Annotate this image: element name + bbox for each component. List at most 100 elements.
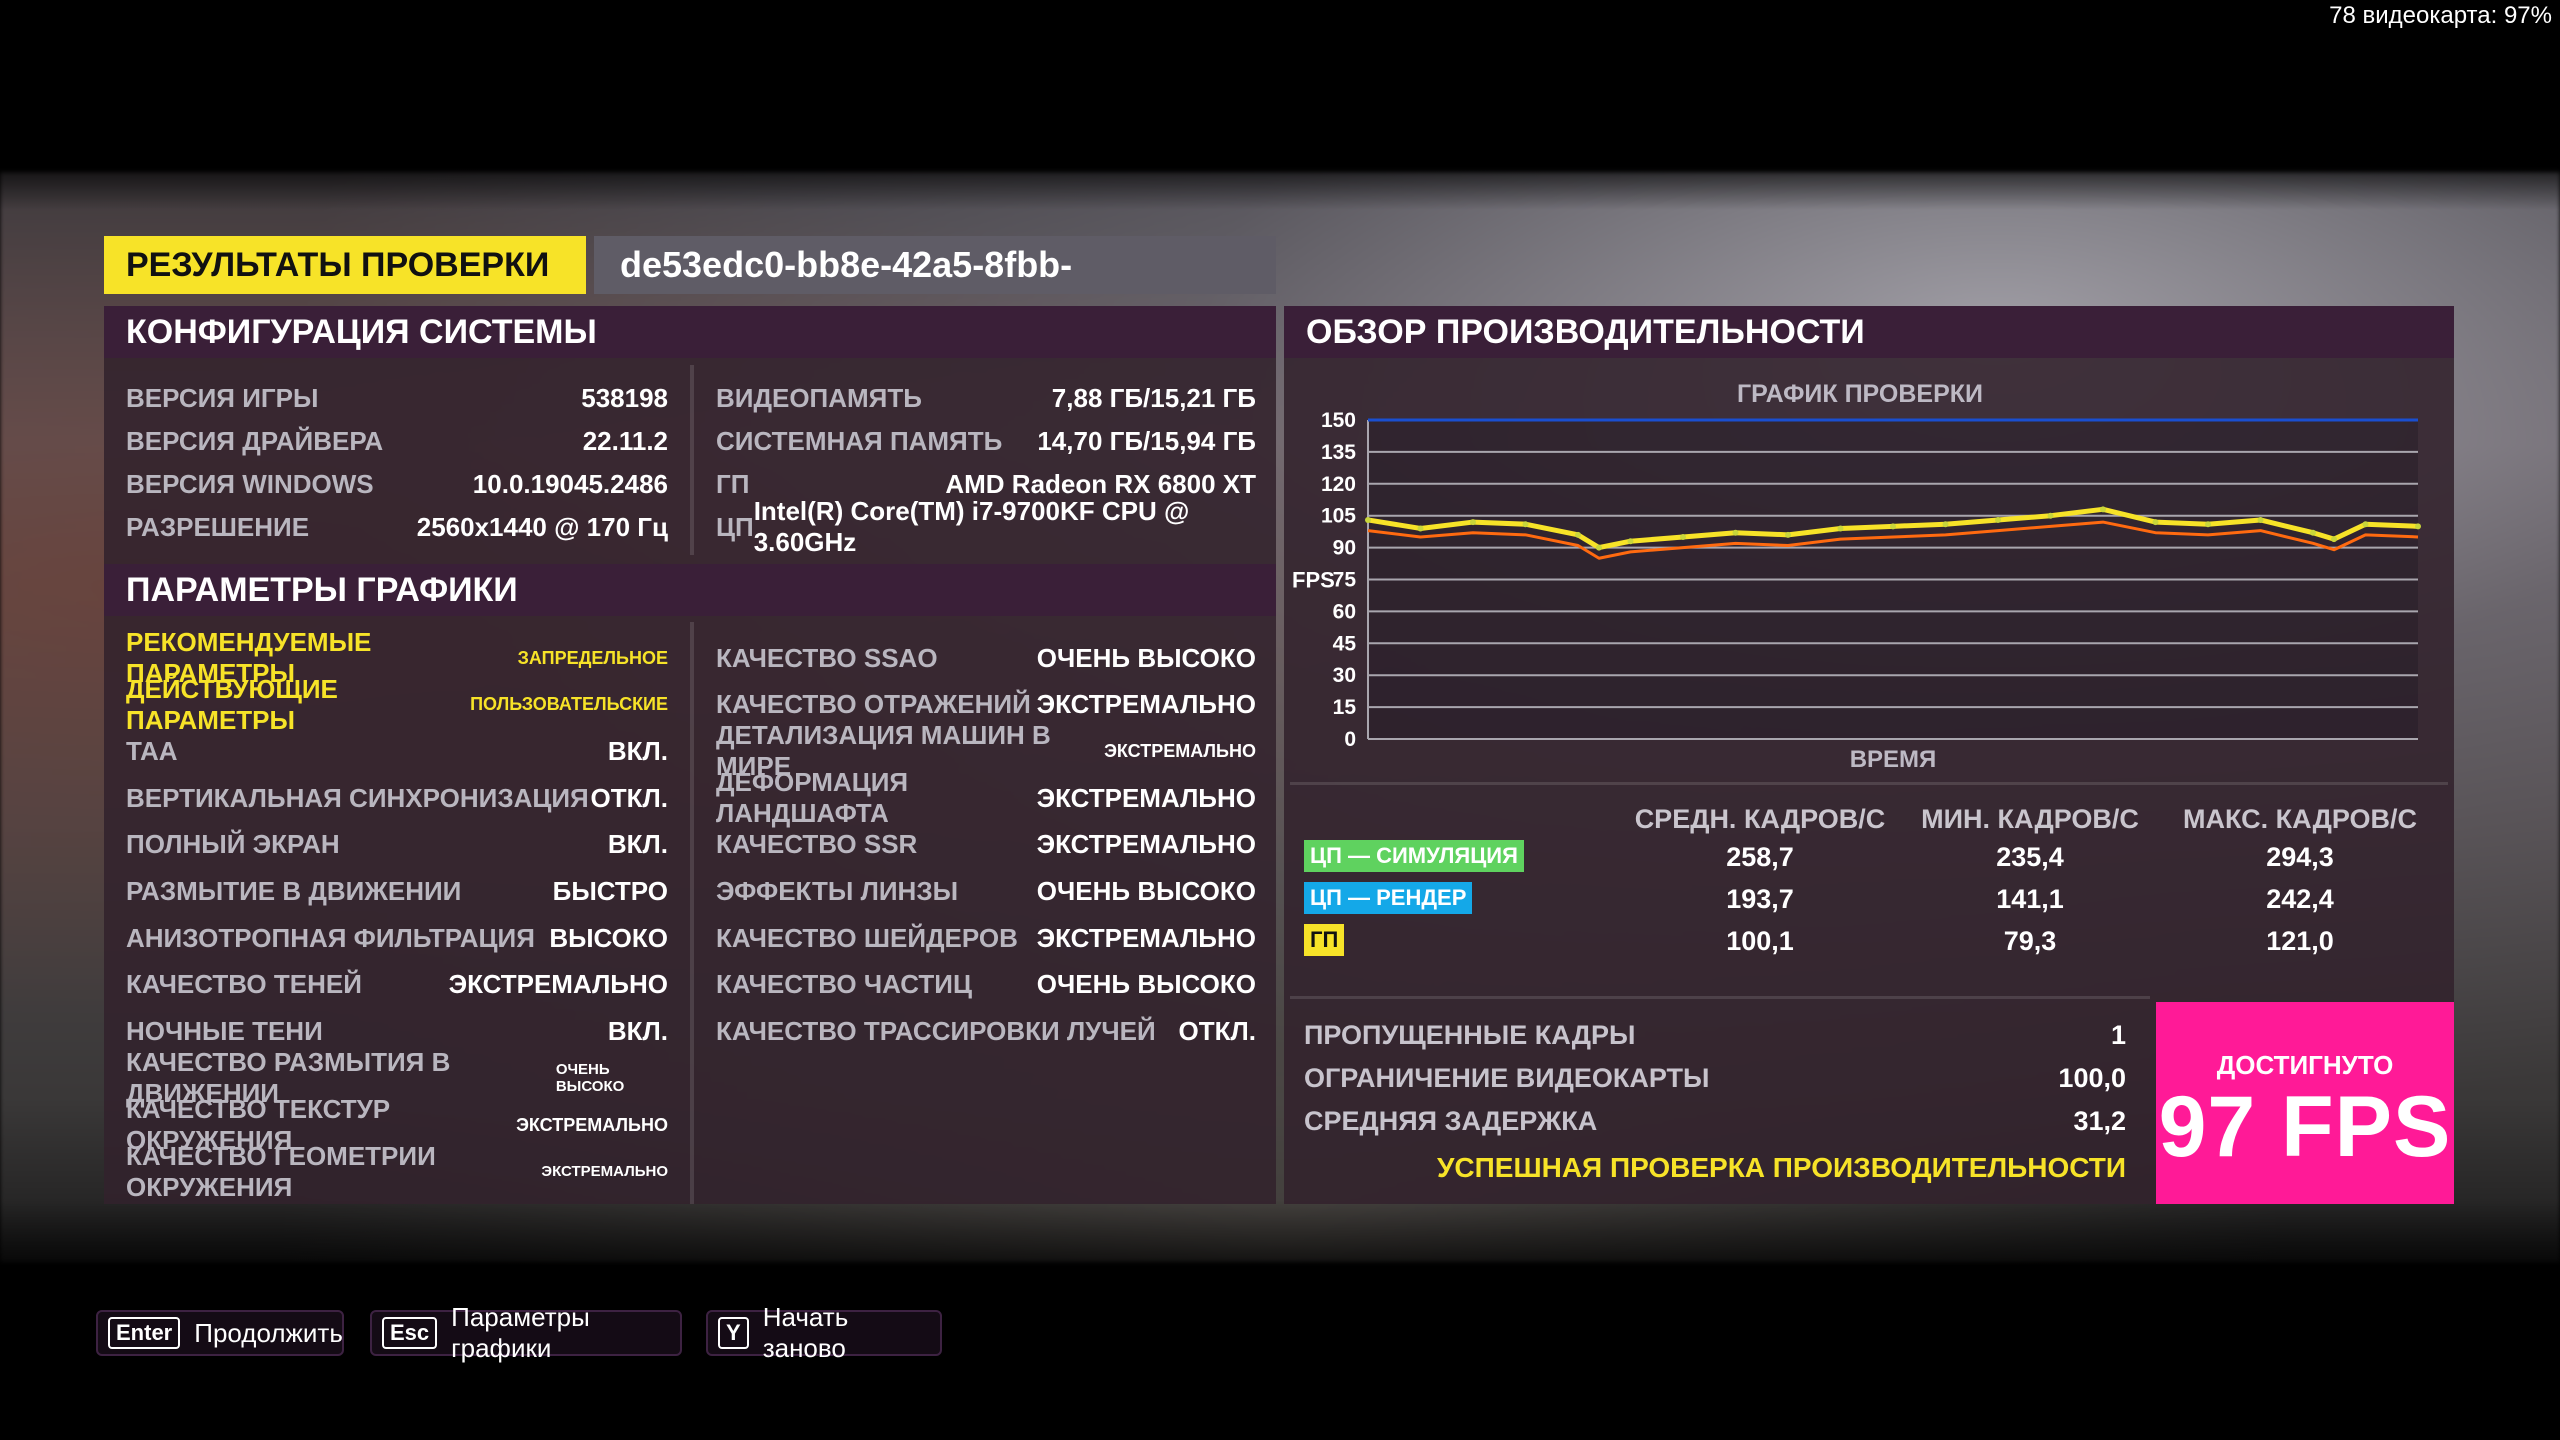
graphics-setting-label: КАЧЕСТВО ТЕНЕЙ xyxy=(126,969,362,1000)
graphics-setting-label: КАЧЕСТВО РАЗМЫТИЯ В ДВИЖЕНИИ xyxy=(126,1047,451,1109)
y-tick-label: 90 xyxy=(1333,537,1356,560)
graphics-setting-row: ЭФФЕКТЫ ЛИНЗЫ ОЧЕНЬ ВЫСОКО xyxy=(716,874,1256,910)
graphics-setting-row: НОЧНЫЕ ТЕНИ ВКЛ. xyxy=(126,1014,668,1050)
max-fps-value: 242,4 xyxy=(2266,884,2334,914)
system-info-value: 538198 xyxy=(581,382,668,413)
left-panel xyxy=(104,306,1276,1204)
graphics-setting-label: КАЧЕСТВО ЧАСТИЦ xyxy=(716,969,972,1000)
series-legend-tag: ЦП — СИМУЛЯЦИЯ xyxy=(1304,840,1524,872)
system-info-label: РАЗРЕШЕНИЕ xyxy=(126,511,310,542)
graphics-setting-value: ОЧЕНЬ ВЫСОКО xyxy=(1036,642,1256,673)
summary-label: ОГРАНИЧЕНИЕ ВИДЕОКАРТЫ xyxy=(1304,1063,1710,1093)
graphics-setting-value: ЭКСТРЕМАЛЬНО xyxy=(448,969,668,1000)
x-axis-label: ВРЕМЯ xyxy=(1850,746,1937,773)
system-info-value: Intel(R) Core(TM) i7-9700KF CPU @ 3.60GH… xyxy=(753,496,1190,557)
system-info-row: ВИДЕОПАМЯТЬ 7,88 ГБ/15,21 ГБ xyxy=(716,380,1256,416)
y-tick-label: 30 xyxy=(1333,664,1356,687)
benchmark-chart: 0 15 30 45 60 75 90 105 120 135 150 FPS ВРЕМЯ xyxy=(1292,409,2421,773)
graphics-setting-value: ВКЛ. xyxy=(607,735,668,766)
data-point xyxy=(1365,516,1371,523)
system-info-row: ВЕРСИЯ ИГРЫ 538198 xyxy=(126,380,668,416)
run-id: de53edc0-bb8e-42a5-8fbb-18349c5df796 xyxy=(594,236,1276,343)
system-info-value: 10.0.19045.2486 xyxy=(472,468,668,499)
y-tick-label: 135 xyxy=(1321,441,1356,464)
graphics-setting-row: ПОЛНЫЙ ЭКРАН ВКЛ. xyxy=(126,827,668,863)
graphics-setting-value: ЭКСТРЕМАЛЬНО xyxy=(1036,922,1256,953)
achieved-fps-badge: ДОСТИГНУТО 97 FPS xyxy=(2156,1002,2454,1204)
min-fps-header: МИН. КАДРОВ/С xyxy=(1921,804,2139,834)
system-info-label: ВЕРСИЯ ИГРЫ xyxy=(126,382,319,413)
continue-label: Продолжить xyxy=(194,1317,343,1348)
graphics-setting-label: ПОЛНЫЙ ЭКРАН xyxy=(126,829,340,860)
graphics-setting-row: КАЧЕСТВО ТЕКСТУР ОКРУЖЕНИЯ ЭКСТРЕМАЛЬНО xyxy=(126,1094,668,1155)
summary-row: ПРОПУЩЕННЫЕ КАДРЫ 1 xyxy=(1304,1020,2126,1051)
graphics-setting-label: АНИЗОТРОПНАЯ ФИЛЬТРАЦИЯ xyxy=(126,922,535,953)
graphics-setting-row: КАЧЕСТВО ОТРАЖЕНИЙ ЭКСТРЕМАЛЬНО xyxy=(716,687,1256,723)
esc-key-icon: Esc xyxy=(382,1317,438,1349)
data-point xyxy=(2152,519,2159,526)
graphics-setting-label: ДЕТАЛИЗАЦИЯ МАШИН В МИРЕ xyxy=(716,720,1051,782)
graphics-setting-value: ЭКСТРЕМАЛЬНО xyxy=(1036,782,1256,813)
y-tick-label: 105 xyxy=(1321,505,1356,528)
graphics-setting-label: КАЧЕСТВО ОТРАЖЕНИЙ xyxy=(716,689,1031,720)
system-info-label: ВИДЕОПАМЯТЬ xyxy=(716,382,922,413)
graphics-setting-value: БЫСТРО xyxy=(552,876,668,906)
system-info-label: ГП xyxy=(716,468,750,499)
data-point xyxy=(1575,531,1581,538)
data-point xyxy=(1890,523,1896,530)
graphics-setting-label: ДЕЙСТВУЮЩИЕ ПАРАМЕТРЫ xyxy=(126,673,338,735)
results-title: РЕЗУЛЬТАТЫ ПРОВЕРКИ xyxy=(104,236,586,294)
system-info-label: ВЕРСИЯ WINDOWS xyxy=(126,468,374,499)
graphics-setting-value: ВКЛ. xyxy=(607,1016,668,1047)
graphics-setting-value: ЭКСТРЕМАЛЬНО xyxy=(1104,740,1256,761)
graphics-setting-row: ДЕТАЛИЗАЦИЯ МАШИН В МИРЕ ЭКСТРЕМАЛЬНО xyxy=(716,720,1256,781)
graphics-settings-button[interactable]: Esc Параметры графики xyxy=(370,1302,682,1363)
data-point xyxy=(2047,512,2054,519)
y-tick-label: 60 xyxy=(1333,600,1356,623)
graphics-setting-value: ОЧЕНЬ ВЫСОКО xyxy=(555,1061,625,1096)
enter-key-icon: Enter xyxy=(108,1317,181,1349)
data-point xyxy=(2205,521,2211,528)
graphics-setting-row: ВЕРТИКАЛЬНАЯ СИНХРОНИЗАЦИЯ ОТКЛ. xyxy=(126,780,668,816)
y-tick-label: 75 xyxy=(1333,569,1357,592)
graphics-setting-label: КАЧЕСТВО ШЕЙДЕРОВ xyxy=(716,922,1018,953)
system-info-value: 7,88 ГБ/15,21 ГБ xyxy=(1051,382,1256,413)
data-point xyxy=(2415,523,2421,530)
performance-overview-title: ОБЗОР ПРОИЗВОДИТЕЛЬНОСТИ xyxy=(1284,306,2454,358)
graphics-setting-value: ОТКЛ. xyxy=(1178,1016,1256,1047)
graphics-setting-value: ЭКСТРЕМАЛЬНО xyxy=(1036,689,1256,720)
data-point xyxy=(2310,529,2316,536)
max-fps-header: МАКС. КАДРОВ/С xyxy=(2183,804,2417,834)
system-info-row: ГП AMD Radeon RX 6800 XT xyxy=(716,466,1256,502)
restart-button[interactable]: Y Начать заново xyxy=(706,1302,942,1363)
summary-value: 31,2 xyxy=(2073,1106,2126,1136)
graphics-setting-label: РАЗМЫТИЕ В ДВИЖЕНИИ xyxy=(126,876,462,906)
data-point xyxy=(1627,538,1634,545)
y-tick-label: 120 xyxy=(1321,473,1356,496)
avg-fps-value: 258,7 xyxy=(1726,842,1794,872)
graphics-setting-label: ЭФФЕКТЫ ЛИНЗЫ xyxy=(716,876,959,906)
data-point xyxy=(1732,529,1739,536)
data-point xyxy=(1680,533,1686,540)
graphics-setting-label: ДЕФОРМАЦИЯ ЛАНДШАФТА xyxy=(716,767,909,829)
graphics-setting-row: КАЧЕСТВО SSAO ОЧЕНЬ ВЫСОКО xyxy=(716,640,1256,676)
system-info-value: 2560x1440 @ 170 Гц xyxy=(416,511,668,542)
series-line xyxy=(1367,520,2419,560)
graphics-setting-label: КАЧЕСТВО ТРАССИРОВКИ ЛУЧЕЙ xyxy=(716,1016,1156,1047)
graphics-setting-value: ОЧЕНЬ ВЫСОКО xyxy=(1036,876,1256,906)
graphics-setting-label: КАЧЕСТВО SSR xyxy=(716,829,918,860)
system-config-title: КОНФИГУРАЦИЯ СИСТЕМЫ xyxy=(104,306,1276,358)
graphics-setting-value: ЗАПРЕДЕЛЬНОЕ xyxy=(517,647,668,668)
min-fps-value: 235,4 xyxy=(1996,842,2064,872)
y-tick-label: 150 xyxy=(1321,409,1356,432)
continue-button[interactable]: Enter Продолжить xyxy=(96,1310,344,1356)
chart-stats-divider xyxy=(1290,782,2448,785)
y-tick-label: 15 xyxy=(1333,696,1357,719)
graphics-setting-label: КАЧЕСТВО SSAO xyxy=(716,642,938,673)
graphics-setting-label: ВЕРТИКАЛЬНАЯ СИНХРОНИЗАЦИЯ xyxy=(126,782,589,813)
series-legend-tag: ЦП — РЕНДЕР xyxy=(1304,882,1473,914)
graphics-setting-row: КАЧЕСТВО ТЕНЕЙ ЭКСТРЕМАЛЬНО xyxy=(126,967,668,1003)
graphics-setting-row: КАЧЕСТВО ГЕОМЕТРИИ ОКРУЖЕНИЯ ЭКСТРЕМАЛЬНО xyxy=(126,1141,668,1202)
graphics-setting-value: ОТКЛ. xyxy=(590,782,668,813)
graphics-setting-value: ВКЛ. xyxy=(607,829,668,860)
